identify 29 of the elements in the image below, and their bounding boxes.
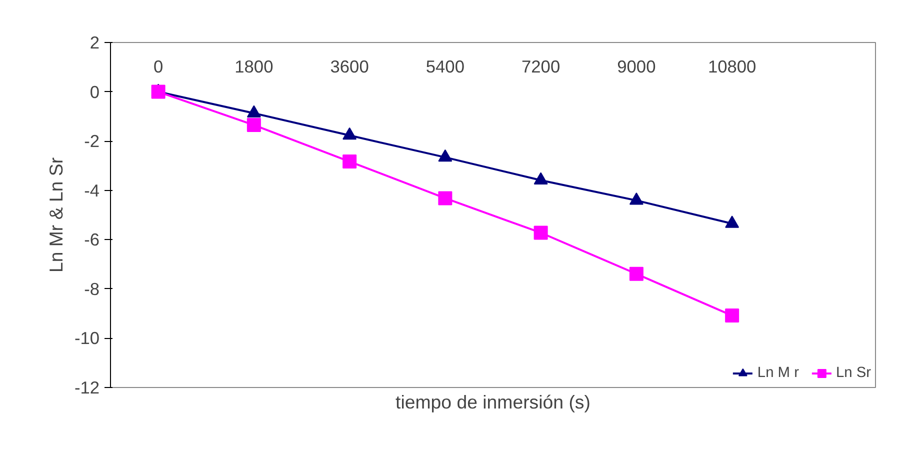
y-axis-title: Ln Mr & Ln Sr [45, 157, 66, 273]
y-tick-label: -4 [84, 180, 100, 200]
point [438, 191, 452, 206]
y-tick-label: -12 [74, 378, 100, 398]
x-tick-label: 5400 [426, 56, 464, 76]
point [629, 266, 644, 281]
legend-label: Ln Sr [836, 365, 871, 381]
point [725, 216, 740, 228]
y-tick-label: 0 [90, 82, 100, 102]
x-axis-title: tiempo de inmersión (s) [396, 392, 590, 412]
y-tick-label: -2 [84, 131, 100, 152]
y-tick-label: -8 [84, 278, 100, 299]
point [438, 149, 452, 162]
y-tick-label: 2 [90, 32, 100, 52]
x-tick-label: 1800 [234, 56, 274, 76]
legend-label: Ln M r [757, 365, 799, 381]
point [534, 226, 548, 240]
point [629, 192, 644, 205]
point [246, 105, 261, 118]
x-tick-label: 9000 [617, 56, 656, 76]
x-tick-label: 3600 [330, 56, 369, 76]
x-tick-label: 7200 [522, 56, 560, 76]
point [534, 172, 548, 185]
point [725, 308, 740, 323]
point [342, 127, 357, 140]
y-tick-label: -10 [74, 328, 100, 348]
x-tick-label: 0 [153, 56, 164, 76]
y-tick-label: -6 [84, 230, 100, 250]
x-tick-label: 10800 [708, 56, 756, 76]
